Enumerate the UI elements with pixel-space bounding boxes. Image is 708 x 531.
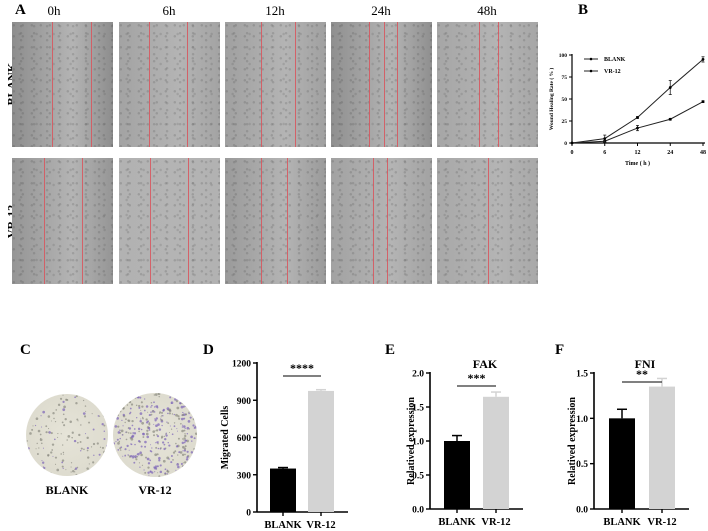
- wound-edge-line: [187, 158, 189, 284]
- wound-edge-line: [487, 158, 489, 284]
- svg-text:VR-12: VR-12: [604, 69, 621, 75]
- microscopy-image-vr-12-24h: [331, 158, 432, 284]
- wound-edge-line: [373, 158, 375, 284]
- wound-edge-line: [386, 158, 388, 284]
- microscopy-image-vr-12-12h: [225, 158, 326, 284]
- microscopy-image-blank-0h: [12, 22, 113, 147]
- migrated-cells-bar-chart: 0 300 600 900 1200 Migrated Cells BLANK VR-12 **…: [220, 360, 348, 531]
- svg-text:Relatived expression: Relatived expression: [567, 397, 578, 485]
- svg-text:VR-12: VR-12: [647, 517, 676, 528]
- svg-text:BLANK: BLANK: [603, 517, 641, 528]
- svg-text:BLANK: BLANK: [438, 517, 476, 528]
- panel-label-d: D: [203, 342, 214, 358]
- bar-blank: [609, 418, 635, 509]
- svg-text:1.5: 1.5: [412, 404, 424, 414]
- microscopy-image-blank-6h: [119, 22, 220, 147]
- time-label-12h: 12h: [265, 3, 285, 18]
- svg-text:Wound Healing Rate ( % ): Wound Healing Rate ( % ): [548, 68, 555, 131]
- svg-text:0: 0: [246, 509, 251, 519]
- wound-healing-rate-line-chart: 0 25 50 75 100 0 6 12 24 48 Time ( h ) Wound Healin…: [548, 53, 706, 167]
- svg-text:0.0: 0.0: [576, 506, 588, 516]
- svg-text:FNI: FNI: [635, 357, 656, 371]
- svg-text:50: 50: [562, 97, 568, 103]
- svg-text:2.0: 2.0: [412, 370, 424, 380]
- svg-text:900: 900: [237, 397, 252, 407]
- svg-text:0.0: 0.0: [412, 506, 424, 516]
- microscopy-image-vr-12-6h: [119, 158, 220, 284]
- svg-text:48: 48: [700, 150, 706, 156]
- wound-edge-line: [150, 158, 152, 284]
- svg-text:VR-12: VR-12: [481, 517, 510, 528]
- microscopy-image-blank-12h: [225, 22, 326, 147]
- svg-text:1200: 1200: [232, 360, 251, 370]
- svg-text:Relatived expression: Relatived expression: [406, 397, 417, 485]
- svg-text:0.5: 0.5: [412, 472, 424, 482]
- bar-blank: [444, 441, 470, 509]
- wound-edge-line: [52, 22, 54, 147]
- svg-text:1.0: 1.0: [576, 415, 588, 425]
- panel-label-c: C: [20, 342, 31, 358]
- panel-label-e: E: [385, 342, 396, 358]
- svg-text:1.5: 1.5: [576, 370, 588, 380]
- svg-text:600: 600: [237, 434, 252, 444]
- svg-text:VR-12: VR-12: [306, 520, 335, 531]
- microscopy-image-vr-12-48h: [437, 158, 538, 284]
- wound-edge-line: [294, 22, 296, 147]
- bar-blank: [270, 468, 296, 512]
- svg-text:FAK: FAK: [473, 357, 498, 371]
- wound-edge-line: [286, 158, 288, 284]
- svg-text:1.0: 1.0: [412, 438, 424, 448]
- svg-text:75: 75: [562, 75, 568, 81]
- dish-label-blank: BLANK: [45, 483, 89, 497]
- panel-label-f: F: [555, 342, 565, 358]
- wound-edge-line: [81, 158, 83, 284]
- time-label-24h: 24h: [371, 3, 391, 18]
- panel-label-a: A: [15, 2, 26, 18]
- microscopy-image-blank-48h: [437, 22, 538, 147]
- svg-text:300: 300: [237, 471, 252, 481]
- microscopy-image-blank-24h: [331, 22, 432, 147]
- bar-vr-12: [649, 386, 675, 509]
- wound-edge-line: [90, 22, 92, 147]
- wound-edge-line: [44, 158, 46, 284]
- svg-text:BLANK: BLANK: [264, 520, 302, 531]
- wound-edge-line: [186, 22, 188, 147]
- svg-text:24: 24: [667, 150, 673, 156]
- svg-text:**: **: [636, 367, 648, 381]
- svg-text:0: 0: [571, 150, 574, 156]
- wound-edge-line: [149, 22, 151, 147]
- microscopy-image-vr-12-0h: [12, 158, 113, 284]
- time-label-0h: 0h: [47, 3, 61, 18]
- panel-label-b: B: [578, 2, 589, 18]
- time-label-6h: 6h: [162, 3, 176, 18]
- bar-vr-12: [483, 396, 509, 509]
- time-label-48h: 48h: [477, 3, 497, 18]
- bar-vr-12: [308, 390, 334, 512]
- svg-text:6: 6: [603, 150, 606, 156]
- svg-text:0.5: 0.5: [576, 460, 588, 470]
- svg-text:100: 100: [559, 53, 568, 59]
- svg-text:***: ***: [468, 371, 486, 385]
- fak-expression-bar-chart: 0.0 0.5 1.0 1.5 2.0 Relatived expression BLANK…: [406, 357, 523, 528]
- dish-label-vr12: VR-12: [138, 483, 172, 497]
- svg-text:****: ****: [290, 361, 314, 375]
- wound-edge-line: [369, 22, 371, 147]
- transwell-dish-vr12: [113, 393, 197, 477]
- svg-text:25: 25: [562, 119, 568, 125]
- wound-edge-line: [497, 22, 499, 147]
- fni-expression-bar-chart: 0.0 0.5 1.0 1.5 Relatived expression BLANK VR-…: [567, 357, 689, 528]
- wound-edge-line: [396, 22, 398, 147]
- transwell-dish-blank: [26, 394, 108, 476]
- wound-edge-line: [261, 22, 263, 147]
- wound-edge-line: [479, 22, 481, 147]
- svg-text:12: 12: [635, 150, 641, 156]
- svg-text:0: 0: [564, 141, 567, 147]
- svg-text:Migrated Cells: Migrated Cells: [220, 406, 231, 470]
- svg-text:BLANK: BLANK: [604, 57, 626, 63]
- svg-text:Time ( h ): Time ( h ): [625, 160, 650, 167]
- wound-edge-line: [261, 158, 263, 284]
- wound-edge-line: [383, 22, 385, 147]
